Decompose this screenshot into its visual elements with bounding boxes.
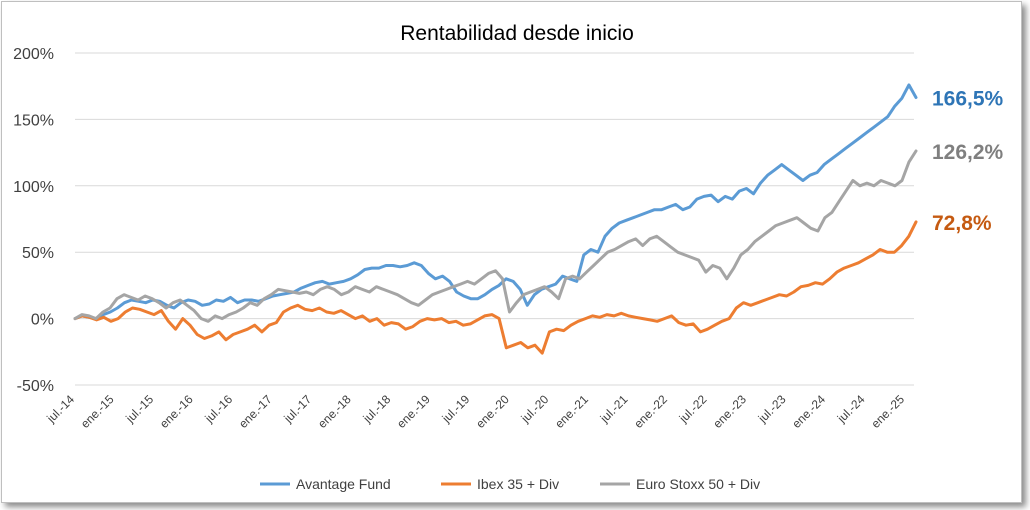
- series-line-1: [73, 220, 918, 355]
- x-tick-label: ene.-23: [710, 392, 749, 431]
- x-tick-label: jul.-16: [201, 392, 235, 426]
- x-tick-label: ene.-24: [789, 392, 828, 431]
- series-line-2: [73, 149, 918, 323]
- x-tick-label: ene.-18: [315, 392, 354, 431]
- x-tick-label: ene.-15: [78, 392, 117, 431]
- x-tick-label: jul.-18: [360, 392, 394, 426]
- end-value-label: 166,5%: [932, 87, 1004, 110]
- chart-frame: Rentabilidad desde inicio -50% 0% 50% 100% 1…: [1, 1, 1022, 503]
- x-tick-label: jul.-21: [597, 392, 631, 426]
- y-tick-label: 150%: [13, 112, 54, 129]
- x-tick-label: ene.-20: [473, 392, 512, 431]
- x-tick-label: ene.-16: [157, 392, 196, 431]
- legend-label: Avantage Fund: [296, 476, 391, 492]
- y-tick-label: 200%: [13, 46, 54, 63]
- x-tick-label: jul.-22: [676, 392, 710, 426]
- end-value-label: 126,2%: [932, 141, 1004, 164]
- x-tick-label: jul.-17: [281, 392, 315, 426]
- y-tick-label: 100%: [13, 179, 54, 196]
- y-tick-label: -50%: [17, 378, 54, 395]
- series-line-0: [73, 83, 918, 321]
- x-tick-label: jul.-19: [439, 392, 473, 426]
- chart-canvas: Rentabilidad desde inicio -50% 0% 50% 100% 1…: [13, 22, 1004, 492]
- x-tick-label: ene.-17: [236, 392, 275, 431]
- x-tick-label: ene.-25: [868, 392, 907, 431]
- x-tick-label: ene.-22: [631, 392, 670, 431]
- x-tick-label: jul.-14: [43, 392, 77, 426]
- y-tick-label: 50%: [22, 245, 54, 262]
- x-tick-label: jul.-20: [518, 392, 552, 426]
- legend-label: Euro Stoxx 50 + Div: [636, 476, 760, 492]
- y-tick-label: 0%: [31, 312, 54, 329]
- x-tick-label: jul.-24: [834, 392, 868, 426]
- x-tick-label: jul.-15: [122, 392, 156, 426]
- x-tick-label: ene.-19: [394, 392, 433, 431]
- x-tick-label: jul.-23: [755, 392, 789, 426]
- chart-title: Rentabilidad desde inicio: [400, 22, 634, 45]
- x-tick-label: ene.-21: [552, 392, 591, 431]
- end-value-label: 72,8%: [932, 212, 992, 235]
- legend-label: Ibex 35 + Div: [477, 476, 559, 492]
